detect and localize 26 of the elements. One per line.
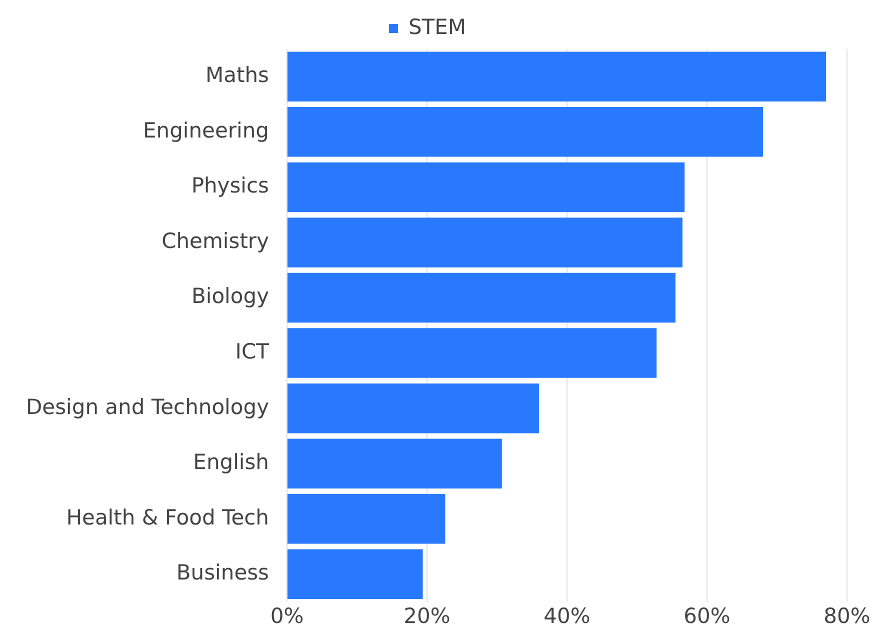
y-tick-label: Business: [176, 560, 269, 585]
y-tick-label: Maths: [206, 63, 269, 88]
x-tick-label: 20%: [404, 604, 450, 628]
bar: [287, 328, 657, 378]
bar: [287, 549, 423, 600]
bar: [287, 218, 682, 268]
x-tick-label: 0%: [270, 604, 304, 628]
y-tick-label: English: [193, 450, 269, 474]
bar: [287, 383, 539, 434]
bar: [287, 162, 685, 212]
x-tick-label: 80%: [824, 604, 870, 628]
y-tick-label: Engineering: [142, 118, 269, 142]
y-tick-label: ICT: [235, 339, 270, 364]
y-tick-label: Physics: [191, 174, 269, 198]
bar: [287, 438, 502, 488]
x-tick-label: 60%: [684, 604, 730, 628]
bar: [287, 52, 826, 102]
y-tick-label: Chemistry: [162, 228, 269, 253]
y-tick-label: Health & Food Tech: [66, 505, 269, 530]
legend-label: STEM: [408, 14, 466, 39]
bar: [287, 494, 446, 544]
y-tick-label: Biology: [191, 284, 269, 308]
y-tick-label: Design and Technology: [26, 394, 269, 419]
bar: [287, 272, 676, 323]
bar: [287, 107, 763, 157]
x-tick-label: 40%: [544, 604, 590, 628]
